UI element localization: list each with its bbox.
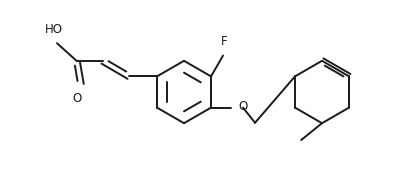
Text: F: F <box>220 35 227 48</box>
Text: O: O <box>238 100 248 113</box>
Text: O: O <box>72 92 82 105</box>
Text: HO: HO <box>45 23 63 36</box>
